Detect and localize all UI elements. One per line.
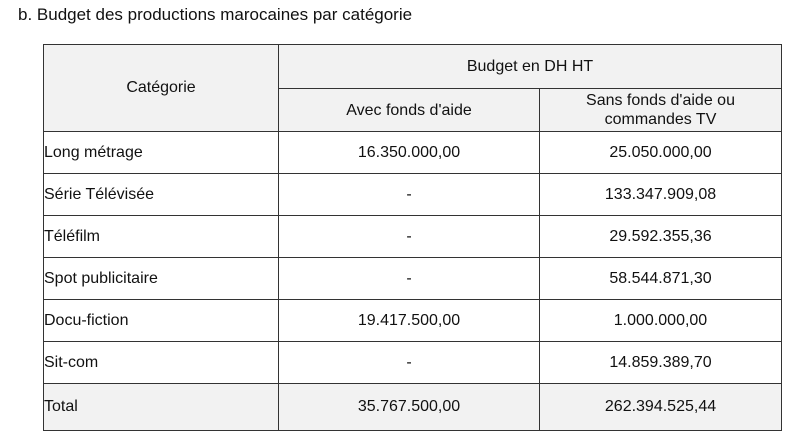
- header-without-aid-line1: Sans fonds d'aide ou: [586, 92, 735, 109]
- section-heading: b. Budget des productions marocaines par…: [18, 5, 413, 24]
- table-row: Spot publicitaire - 58.544.871,30: [43, 257, 782, 300]
- total-with-aid: 35.767.500,00: [278, 383, 540, 431]
- row-category: Sit-com: [43, 341, 279, 384]
- table-row: Sit-com - 14.859.389,70: [43, 341, 782, 384]
- row-with-aid: 19.417.500,00: [278, 299, 540, 342]
- header-budget: Budget en DH HT: [278, 44, 782, 89]
- budget-table: Catégorie Budget en DH HT Avec fonds d'a…: [43, 44, 782, 431]
- header-without-aid: Sans fonds d'aide ou commandes TV: [539, 88, 782, 132]
- total-without-aid: 262.394.525,44: [539, 383, 782, 431]
- row-category: Spot publicitaire: [43, 257, 279, 300]
- header-with-aid: Avec fonds d'aide: [278, 88, 540, 132]
- table-row: Long métrage 16.350.000,00 25.050.000,00: [43, 131, 782, 174]
- row-with-aid: -: [278, 215, 540, 258]
- row-without-aid: 14.859.389,70: [539, 341, 782, 384]
- row-category: Docu-fiction: [43, 299, 279, 342]
- row-without-aid: 29.592.355,36: [539, 215, 782, 258]
- header-without-aid-line2: commandes TV: [604, 111, 717, 128]
- row-category: Long métrage: [43, 131, 279, 174]
- row-category: Téléfilm: [43, 215, 279, 258]
- row-without-aid: 58.544.871,30: [539, 257, 782, 300]
- table-row: Téléfilm - 29.592.355,36: [43, 215, 782, 258]
- row-with-aid: -: [278, 173, 540, 216]
- total-row: Total 35.767.500,00 262.394.525,44: [43, 383, 782, 431]
- row-with-aid: 16.350.000,00: [278, 131, 540, 174]
- row-with-aid: -: [278, 257, 540, 300]
- total-label: Total: [43, 383, 279, 431]
- row-with-aid: -: [278, 341, 540, 384]
- table-row: Docu-fiction 19.417.500,00 1.000.000,00: [43, 299, 782, 342]
- table-row: Série Télévisée - 133.347.909,08: [43, 173, 782, 216]
- row-without-aid: 133.347.909,08: [539, 173, 782, 216]
- row-without-aid: 25.050.000,00: [539, 131, 782, 174]
- row-category: Série Télévisée: [43, 173, 279, 216]
- row-without-aid: 1.000.000,00: [539, 299, 782, 342]
- header-category: Catégorie: [43, 44, 279, 132]
